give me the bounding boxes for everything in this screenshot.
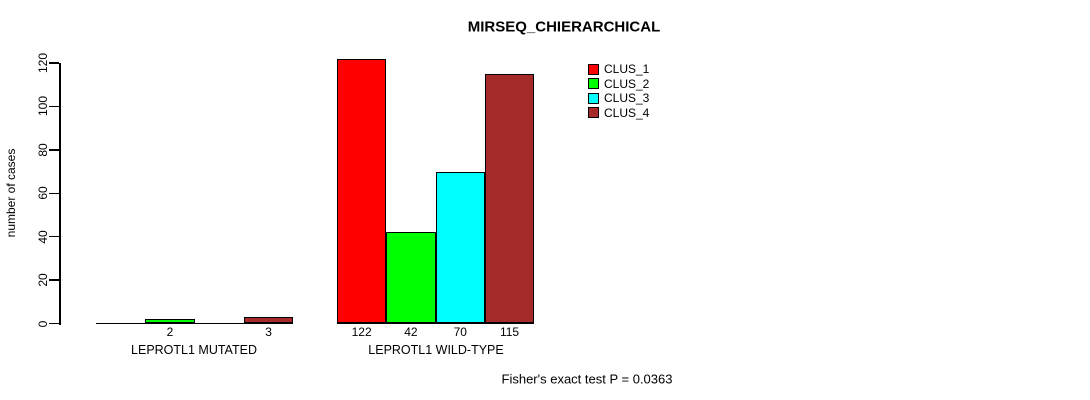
bar-value-label: 70 (453, 324, 467, 339)
bar-clus_4-group1 (484, 73, 535, 324)
x-group-label-wild-type: LEPROTL1 WILD-TYPE (368, 343, 504, 357)
bar-value-label: 115 (499, 324, 520, 339)
legend-swatch-clus_2 (588, 78, 599, 89)
legend-swatch-clus_3 (588, 92, 599, 104)
y-tick-label: 0 (36, 320, 50, 327)
bar-clus_4-group0 (243, 316, 294, 324)
legend-swatch-clus_4 (588, 107, 599, 118)
y-tick (49, 192, 59, 194)
y-tick (49, 322, 59, 325)
bar-clus_2-group0 (145, 319, 195, 324)
group-baseline (96, 322, 294, 324)
bar-value-label: 2 (166, 324, 174, 339)
bar-clus_2-group1 (386, 232, 436, 324)
y-tick-label: 60 (36, 186, 50, 200)
annotation-text: Fisher's exact test P = 0.0363 (501, 371, 673, 387)
bar-clus_3-group1 (435, 171, 485, 324)
y-tick-label: 40 (36, 229, 50, 244)
y-tick (49, 279, 59, 281)
y-tick-label: 80 (36, 143, 50, 157)
y-tick (49, 149, 59, 151)
y-axis-label: number of cases (4, 148, 18, 238)
y-tick-label: 100 (36, 96, 50, 117)
bar-clus_1-group1 (337, 58, 387, 324)
legend-label: CLUS_4 (604, 105, 650, 120)
bar-value-label: 122 (351, 324, 372, 339)
y-tick (49, 235, 59, 238)
y-axis-line (59, 63, 61, 325)
y-tick (49, 105, 59, 108)
legend-label: CLUS_3 (604, 91, 650, 105)
bar-value-label: 42 (404, 324, 418, 339)
chart-title: MIRSEQ_CHIERARCHICAL (467, 18, 661, 36)
legend-label: CLUS_2 (604, 76, 650, 91)
legend-label: CLUS_1 (604, 62, 650, 76)
y-tick (49, 62, 59, 64)
y-tick-label: 120 (36, 52, 50, 74)
y-tick-label: 20 (36, 273, 50, 287)
bar-value-label: 3 (265, 324, 272, 339)
legend-swatch-clus_1 (588, 63, 599, 75)
x-group-label-mutated: LEPROTL1 MUTATED (131, 343, 257, 357)
